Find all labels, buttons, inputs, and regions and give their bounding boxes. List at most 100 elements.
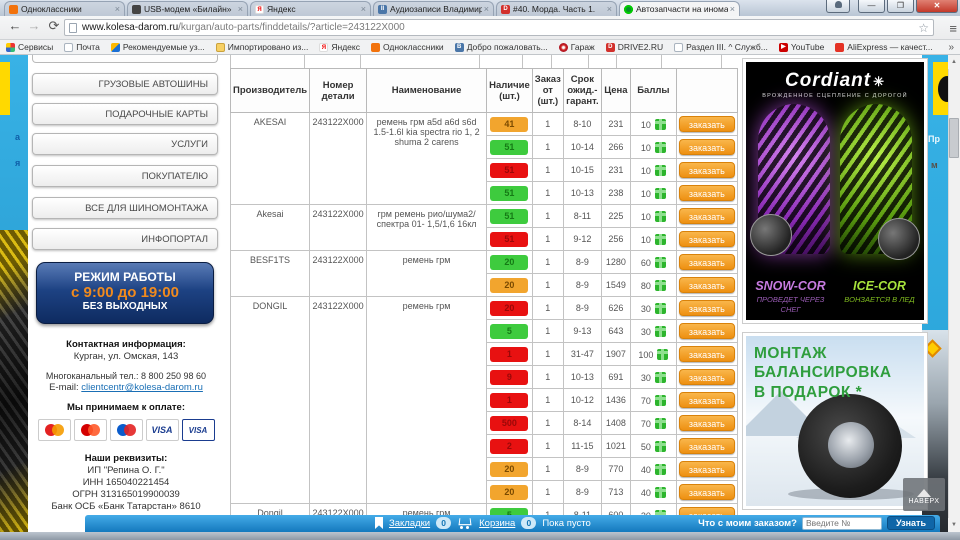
bookmark-vk[interactable]: В Добро пожаловать... bbox=[454, 42, 548, 52]
bookmark-apps-grid[interactable]: Сервисы bbox=[6, 42, 53, 52]
sidebar-button-2[interactable]: ПОДАРОЧНЫЕ КАРТЫ bbox=[32, 103, 218, 125]
bookmark-drive2[interactable]: D DRIVE2.RU bbox=[605, 42, 663, 52]
bookmark-odnoklassniki[interactable]: Одноклассники bbox=[370, 42, 444, 52]
order-cell: заказать bbox=[675, 227, 738, 251]
tab-close-icon[interactable]: × bbox=[237, 3, 243, 14]
order-button[interactable]: заказать bbox=[678, 208, 735, 224]
minimize-button[interactable]: — bbox=[858, 0, 885, 13]
site-bookmarks-link[interactable]: Закладки bbox=[389, 517, 431, 529]
address-bar[interactable]: www.kolesa-darom.ru/kurgan/auto-parts/fi… bbox=[64, 19, 934, 36]
tab-odnoklassniki[interactable]: Одноклассники × bbox=[4, 1, 125, 16]
bookmarks-overflow-chevron[interactable]: » bbox=[948, 41, 954, 53]
sidebar-button-4[interactable]: ПОКУПАТЕЛЮ bbox=[32, 165, 218, 187]
page-scrollbar[interactable] bbox=[948, 55, 960, 532]
tab-close-icon[interactable]: × bbox=[606, 3, 612, 14]
term-cell: 8-9 bbox=[562, 296, 602, 320]
montage-ad-banner[interactable]: МОНТАЖ БАЛАНСИРОВКА В ПОДАРОК * bbox=[742, 332, 928, 510]
offer-row: Akesai 243122X000 грм ремень рио/шума2/ сп… bbox=[229, 204, 738, 251]
column-header: Номер детали bbox=[309, 68, 368, 113]
scroll-to-top-button[interactable]: НАВЕРХ bbox=[903, 478, 945, 511]
order-button[interactable]: заказать bbox=[678, 461, 735, 477]
tab-usb-modem[interactable]: USB-модем «Билайн» × bbox=[127, 1, 248, 16]
scroll-down-icon[interactable]: ▼ bbox=[948, 518, 960, 532]
back-icon[interactable]: ← bbox=[8, 18, 22, 33]
bookmark-garage[interactable]: Гараж bbox=[558, 42, 595, 52]
order-button[interactable]: заказать bbox=[678, 300, 735, 316]
scroll-up-icon[interactable]: ▲ bbox=[948, 55, 960, 69]
gift-icon bbox=[654, 486, 666, 498]
order-button[interactable]: заказать bbox=[678, 116, 735, 132]
bookmark-bing[interactable]: Рекомендуемые уз... bbox=[110, 42, 205, 52]
availability-badge: 1 bbox=[490, 392, 529, 408]
order-number-input[interactable] bbox=[801, 516, 882, 530]
min-order-cell: 1 bbox=[531, 112, 564, 136]
tab-close-icon[interactable]: × bbox=[729, 3, 735, 14]
refresh-icon[interactable]: ⟳ bbox=[48, 18, 60, 33]
order-button[interactable]: заказать bbox=[678, 323, 735, 339]
payment-card-icon bbox=[109, 419, 143, 441]
order-button[interactable]: заказать bbox=[678, 346, 735, 362]
scrollbar-thumb[interactable] bbox=[949, 118, 959, 158]
stud-closeup-icon bbox=[750, 214, 792, 256]
cart-link[interactable]: Корзина bbox=[479, 517, 516, 529]
bookmark-yandex[interactable]: Я Яндекс bbox=[319, 42, 360, 52]
tab-close-icon[interactable]: × bbox=[483, 3, 489, 14]
tab-close-icon[interactable]: × bbox=[360, 3, 366, 14]
order-button[interactable]: заказать bbox=[678, 139, 735, 155]
bookmark-star-icon[interactable]: ☆ bbox=[918, 20, 929, 35]
points-value: 40 bbox=[640, 464, 651, 475]
order-button[interactable]: заказать bbox=[678, 231, 735, 247]
bookmark-youtube[interactable]: ▶ YouTube bbox=[778, 42, 824, 52]
bookmark-page[interactable]: Раздел III. ^ Служб... bbox=[674, 42, 768, 52]
availability-badge: 20 bbox=[490, 254, 529, 270]
order-button[interactable]: заказать bbox=[678, 162, 735, 178]
order-button[interactable]: заказать bbox=[678, 438, 735, 454]
points-value: 10 bbox=[640, 211, 651, 222]
offer-row: BESF1TS 243122X000 ремень грм 20 1 8-9 1280 60 з… bbox=[229, 250, 738, 297]
sidebar-button-1[interactable]: ГРУЗОВЫЕ АВТОШИНЫ bbox=[32, 73, 218, 95]
bookmark-aliexpress[interactable]: AliExpress — качест... bbox=[835, 42, 933, 52]
tab-vk-audio[interactable]: II Аудиозаписи Владимира × bbox=[373, 1, 494, 16]
points-value: 50 bbox=[640, 441, 651, 452]
points-value: 10 bbox=[640, 119, 651, 130]
order-button[interactable]: заказать bbox=[678, 392, 735, 408]
contact-address: Курган, ул. Омская, 143 bbox=[73, 351, 179, 362]
order-button[interactable]: заказать bbox=[678, 415, 735, 431]
min-order-cell: 1 bbox=[531, 204, 564, 228]
sidebar-button-6[interactable]: ИНФОПОРТАЛ bbox=[32, 228, 218, 250]
close-button[interactable]: ✕ bbox=[916, 0, 958, 13]
part-name-cell: ремень грм bbox=[366, 250, 488, 297]
order-button[interactable]: заказать bbox=[678, 369, 735, 385]
bookmark-folder[interactable]: Импортировано из... bbox=[215, 42, 308, 52]
sidebar-partial-button[interactable] bbox=[32, 55, 218, 63]
offer-row: 51 1 10-15 231 10 заказать bbox=[231, 158, 738, 182]
order-button[interactable]: заказать bbox=[678, 254, 735, 270]
bookmark-label: AliExpress — качест... bbox=[847, 42, 933, 52]
maximize-button[interactable]: ❐ bbox=[887, 0, 914, 13]
order-button[interactable]: заказать bbox=[678, 484, 735, 500]
bookmark-page[interactable]: Почта bbox=[64, 42, 100, 52]
profile-button[interactable] bbox=[826, 0, 850, 13]
order-lookup-button[interactable]: Узнать bbox=[886, 516, 935, 530]
price-cell: 1436 bbox=[600, 388, 631, 412]
gift-icon bbox=[657, 348, 669, 360]
order-button[interactable]: заказать bbox=[678, 277, 735, 293]
email-link[interactable]: clientcentr@kolesa-darom.ru bbox=[81, 382, 203, 393]
tab-close-icon[interactable]: × bbox=[114, 3, 120, 14]
cordiant-ad-banner[interactable]: Cordiant ВРОЖДЕННОЕ СЦЕПЛЕНИЕ С ДОРОГОЙ … bbox=[742, 58, 928, 324]
snow-cor-desc: ПРОВЕДЕТ ЧЕРЕЗ СНЕГ bbox=[756, 295, 825, 314]
order-button[interactable]: заказать bbox=[678, 185, 735, 201]
menu-icon[interactable]: ≡ bbox=[949, 21, 957, 36]
term-cell: 10-15 bbox=[562, 158, 602, 182]
table-header-row: Производитель Номер детали Наименование Нал… bbox=[229, 68, 738, 113]
tab-kolesa[interactable]: Автозапчасти на иномар × bbox=[619, 1, 740, 16]
work-hours-title: РЕЖИМ РАБОТЫ bbox=[74, 270, 176, 284]
tab-drive2[interactable]: D #40. Морда. Часть 1. × bbox=[496, 1, 617, 16]
tab-yandex[interactable]: Я Яндекс × bbox=[250, 1, 371, 16]
sidebar-button-5[interactable]: ВСЕ ДЛЯ ШИНОМОНТАЖА bbox=[32, 197, 218, 219]
sidebar-button-3[interactable]: УСЛУГИ bbox=[32, 133, 218, 155]
availability-badge: 1 bbox=[490, 346, 529, 362]
forward-icon[interactable]: → bbox=[27, 18, 41, 33]
min-order-cell: 1 bbox=[531, 158, 564, 182]
offer-row: AKESAI 243122X000 ремень грм а5d а6d s6d 1… bbox=[229, 112, 738, 205]
